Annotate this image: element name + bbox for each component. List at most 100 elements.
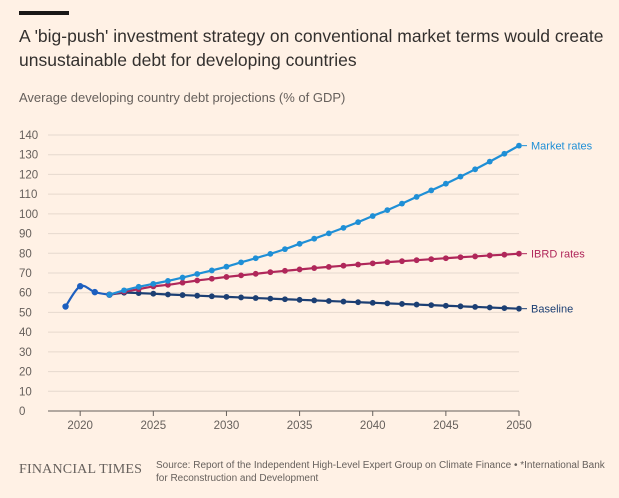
ibrd-ratespoint — [267, 269, 274, 276]
y-tick-label: 140 — [19, 130, 38, 142]
market-ratespoint — [296, 240, 303, 247]
ibrd-ratespoint — [179, 279, 186, 286]
market-ratespoint — [369, 213, 376, 219]
market-ratespoint — [267, 250, 274, 257]
market-ratespoint — [135, 283, 142, 290]
source-note: Source: Report of the Independent High-L… — [156, 460, 605, 484]
baselinepoint — [296, 296, 303, 303]
ibrd-ratespoint — [311, 265, 318, 271]
market-rateslabel: Market rates — [531, 141, 593, 153]
market-ratespoint — [194, 271, 201, 277]
ibrd-ratespoint — [413, 257, 420, 264]
baselinepoint — [150, 290, 157, 297]
history-line — [64, 284, 110, 308]
market-ratesline — [109, 144, 520, 296]
baselinepoint — [472, 304, 479, 310]
x-tick-label: 2040 — [360, 420, 386, 432]
history-point — [62, 303, 69, 310]
market-ratespoint — [486, 158, 493, 165]
baselinepoint — [282, 296, 288, 303]
y-tick-label: 60 — [19, 288, 32, 300]
ibrd-ratespoint — [384, 259, 391, 266]
ibrd-ratespoint — [238, 272, 244, 279]
market-ratespoint — [150, 280, 157, 287]
market-ratespoint — [442, 180, 449, 187]
ibrd-rateslabel: IBRD rates — [531, 249, 585, 261]
ibrd-ratespoint — [399, 258, 405, 265]
baselinepoint — [457, 303, 464, 310]
y-tick-label: 110 — [19, 189, 37, 201]
market-ratespoint — [238, 259, 244, 266]
market-ratespoint — [252, 255, 259, 262]
market-ratespoint — [325, 230, 332, 237]
market-ratespoint — [355, 219, 361, 226]
market-ratespoint — [179, 274, 186, 281]
market-ratespoint — [428, 187, 435, 194]
y-tick-label: 20 — [19, 367, 32, 379]
market-ratespoint — [472, 166, 479, 173]
ibrd-ratespoint — [194, 277, 201, 284]
y-tick-label: 120 — [19, 169, 38, 181]
ibrd-ratespoint — [355, 261, 361, 268]
market-ratespoint — [121, 287, 127, 294]
baselinepoint — [355, 299, 361, 306]
x-tick-label: 2050 — [506, 420, 532, 432]
market-ratespoint — [311, 235, 318, 242]
market-ratespoint — [106, 291, 113, 298]
baselinepoint — [486, 304, 493, 311]
market-ratespoint — [340, 224, 347, 231]
market-ratespoint — [501, 150, 508, 157]
x-tick-label: 2020 — [67, 420, 93, 432]
ibrd-ratespoint — [457, 254, 464, 261]
ibrd-ratespoint — [296, 266, 303, 273]
baselinepoint — [194, 292, 201, 299]
chart-subtitle: Average developing country debt projecti… — [19, 90, 346, 105]
market-ratespoint — [282, 246, 288, 253]
baselinepoint — [428, 302, 435, 309]
x-tick-label: 2025 — [141, 420, 167, 432]
ibrd-ratespoint — [442, 255, 449, 262]
ibrd-ratespoint — [472, 253, 479, 260]
y-tick-label: 30 — [19, 347, 32, 359]
market-ratespoint — [516, 142, 522, 149]
y-tick-label: 80 — [19, 248, 32, 260]
y-tick-label: 0 — [19, 406, 25, 418]
market-ratespoint — [384, 207, 391, 214]
chart-title: A 'big-push' investment strategy on conv… — [19, 26, 604, 70]
ibrd-ratespoint — [369, 260, 376, 267]
baselinepoint — [179, 292, 186, 298]
baselinelabel: Baseline — [531, 304, 573, 316]
history-point — [91, 288, 99, 296]
baselinepoint — [340, 298, 347, 305]
baselinepoint — [384, 300, 391, 307]
baselinepoint — [267, 295, 274, 302]
ibrd-ratespoint — [340, 262, 347, 269]
x-tick-label: 2035 — [287, 420, 313, 432]
ibrd-ratespoint — [208, 275, 215, 282]
y-tick-label: 10 — [19, 386, 32, 398]
ibrd-ratespoint — [282, 267, 288, 274]
ibrd-ratespoint — [252, 270, 259, 277]
market-ratespoint — [413, 194, 420, 200]
market-ratespoint — [208, 267, 215, 274]
top-rule — [19, 11, 69, 15]
history-point — [76, 283, 84, 290]
baselinepoint — [369, 299, 376, 306]
ibrd-ratesline — [109, 252, 520, 296]
baselinepoint — [252, 295, 259, 301]
ibrd-ratespoint — [516, 250, 522, 257]
baselinepoint — [399, 301, 405, 307]
baselinepoint — [442, 302, 449, 309]
y-tick-label: 90 — [19, 229, 32, 241]
ibrd-ratespoint — [428, 256, 435, 263]
y-tick-label: 100 — [19, 209, 38, 221]
ibrd-ratespoint — [325, 263, 332, 270]
ibrd-ratespoint — [223, 274, 230, 280]
market-ratespoint — [223, 263, 230, 270]
baselinepoint — [413, 301, 420, 308]
baselinepoint — [208, 293, 215, 300]
y-tick-label: 70 — [19, 268, 32, 280]
market-ratespoint — [399, 200, 405, 207]
y-tick-label: 50 — [19, 307, 32, 319]
baselinepoint — [325, 298, 332, 304]
